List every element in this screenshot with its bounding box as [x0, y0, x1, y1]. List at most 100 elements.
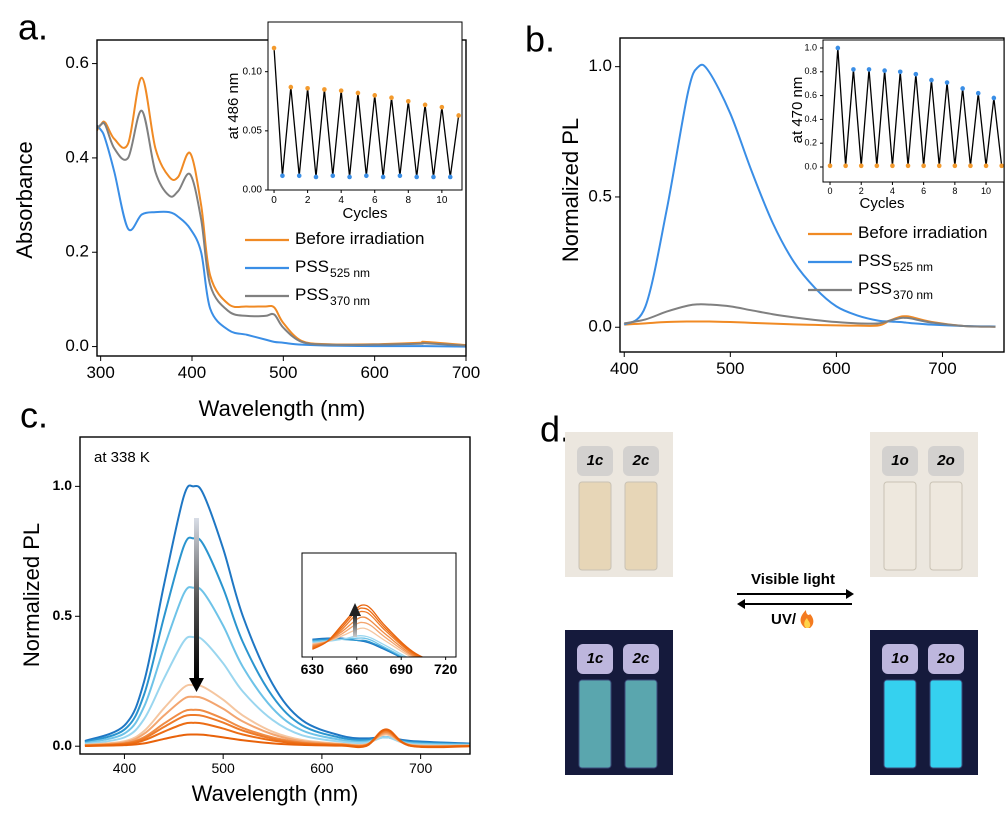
data-point — [355, 90, 361, 96]
data-point — [280, 173, 285, 179]
plot-area — [271, 45, 461, 180]
trend-arrows — [189, 518, 361, 692]
x-tick-label: 300 — [86, 363, 114, 382]
data-point — [347, 174, 352, 180]
vial-body — [578, 679, 612, 769]
x-tick-label: 600 — [360, 363, 388, 382]
data-point — [921, 163, 926, 169]
y-tick-label: 1.0 — [804, 42, 817, 52]
vial-cap — [928, 446, 964, 476]
legend-subscript: 370 nm — [893, 288, 933, 302]
y-tick-label: 0.10 — [243, 66, 263, 77]
data-point — [288, 84, 294, 90]
vial-label: 1o — [891, 452, 909, 469]
y-tick-label: 0.4 — [65, 147, 89, 166]
x-tick-label: 6 — [921, 186, 926, 196]
vial-label: 2c — [632, 650, 650, 667]
panel-label: a. — [18, 7, 48, 48]
y-tick-label: 0.6 — [804, 90, 817, 100]
legend-subscript: 525 nm — [330, 266, 370, 280]
x-tick-label: 10 — [436, 195, 448, 206]
legend-name: Before irradiation — [295, 229, 424, 248]
vial-cap — [882, 644, 918, 674]
data-point — [397, 173, 403, 179]
y-tick-label: 0.8 — [804, 66, 817, 76]
data-point — [456, 113, 461, 118]
x-tick-label: 720 — [434, 661, 458, 677]
plot-area — [827, 45, 1004, 169]
vial-cap — [928, 644, 964, 674]
forward-arrow-head — [846, 589, 854, 599]
x-tick-label: 6 — [372, 195, 378, 206]
data-point — [405, 98, 411, 104]
legend-label: PSS370 nm — [295, 285, 370, 308]
data-line — [623, 63, 996, 328]
panel-label: c. — [20, 395, 48, 436]
data-point — [866, 67, 872, 72]
plot-background — [823, 40, 1004, 182]
x-tick-label: 500 — [269, 363, 297, 382]
charts: 300 400 500 600 700 0.0 0.2 0.4 0.6 Wavelength (n… — [12, 7, 1005, 806]
x-tick-label: 660 — [345, 661, 369, 677]
legend-name: PSS — [858, 251, 892, 270]
data-point — [372, 93, 378, 98]
y-tick-label: 1.0 — [588, 56, 612, 75]
x-tick-label: 10 — [981, 186, 991, 196]
data-point — [271, 45, 277, 51]
data-point — [936, 163, 942, 169]
y-tick-label: 0.2 — [65, 242, 89, 261]
y-axis-title: at 486 nm — [225, 73, 242, 140]
plot-frame — [619, 37, 1005, 353]
y-tick-label: 0.0 — [804, 161, 817, 171]
data-point — [952, 163, 958, 169]
chart: 0 2 4 6 8 10 0.00 0.05 0.10 Cycles at 486 nm — [225, 21, 463, 222]
x-axis-title: Wavelength (nm) — [192, 781, 359, 806]
vial-body — [578, 481, 612, 571]
data-point — [835, 45, 841, 51]
x-tick-label: 4 — [890, 186, 895, 196]
legend-label: PSS370 nm — [858, 279, 933, 302]
vial-cap — [577, 644, 613, 674]
data-point — [929, 77, 934, 83]
x-tick-label: 630 — [301, 661, 325, 677]
x-tick-label: 700 — [928, 359, 956, 378]
plot-area — [97, 76, 466, 348]
y-tick-label: 0.0 — [53, 737, 73, 753]
y-axis-title: at 470 nm — [789, 77, 806, 144]
y-tick-label: 0.5 — [53, 607, 73, 623]
y-tick-label: 0.6 — [65, 53, 89, 72]
chart: 630 660 690 720 — [301, 552, 458, 677]
back-label: UV/ — [771, 611, 797, 628]
chart: 400 500 600 700 0.0 0.5 1.0 Normalized PL b. Befo… — [525, 19, 1005, 378]
x-axis-title: Wavelength (nm) — [199, 396, 366, 421]
panel-label: b. — [525, 19, 555, 60]
data-point — [944, 80, 950, 85]
plot-frame — [822, 39, 1005, 183]
vial-body — [883, 481, 917, 571]
legend-label: Before irradiation — [295, 229, 424, 248]
legend-name: Before irradiation — [858, 223, 987, 242]
legend-subscript: 525 nm — [893, 260, 933, 274]
data-point — [858, 163, 864, 169]
main-arrow-shaft — [194, 518, 199, 678]
x-tick-label: 600 — [822, 359, 850, 378]
data-point — [827, 163, 833, 169]
legend-label: Before irradiation — [858, 223, 987, 242]
x-axis-title: Cycles — [342, 205, 387, 222]
data-line — [312, 604, 424, 657]
data-point — [968, 163, 973, 169]
x-tick-label: 4 — [338, 195, 344, 206]
y-tick-label: 1.0 — [53, 477, 73, 493]
plot-area — [623, 63, 996, 328]
vial-body — [624, 679, 658, 769]
plot-frame — [79, 436, 471, 755]
data-point — [975, 90, 981, 96]
data-point — [960, 86, 965, 91]
x-tick-label: 400 — [113, 760, 137, 776]
x-tick-label: 700 — [409, 760, 433, 776]
x-tick-label: 8 — [952, 186, 957, 196]
data-point — [843, 163, 848, 169]
data-point — [313, 174, 319, 180]
data-point — [322, 87, 327, 92]
